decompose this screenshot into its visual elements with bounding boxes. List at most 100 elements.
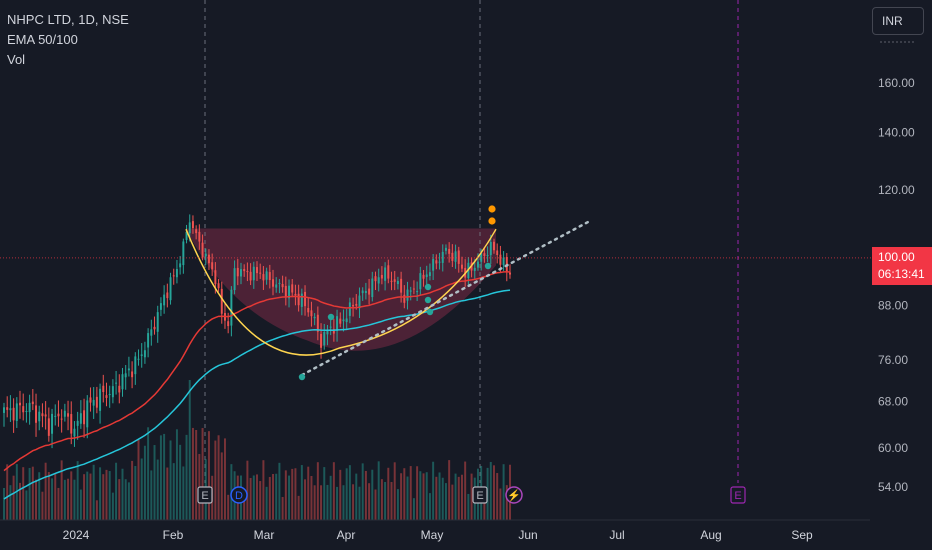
candle-body xyxy=(278,282,281,284)
volume-bar xyxy=(380,479,383,520)
candle-body xyxy=(259,272,262,274)
symbol-title[interactable]: NHPC LTD, 1D, NSE xyxy=(7,12,129,27)
volume-bar xyxy=(345,468,348,520)
volume-bar xyxy=(284,470,287,520)
signal-dot xyxy=(488,205,496,213)
candle-body xyxy=(361,290,364,294)
x-tick-label: Feb xyxy=(163,528,184,542)
volume-bar xyxy=(191,427,194,520)
candle-body xyxy=(92,399,95,406)
y-tick-label: 54.00 xyxy=(878,480,908,494)
volume-bar xyxy=(464,461,467,520)
volume-bar xyxy=(185,434,188,520)
volume-bar xyxy=(172,463,175,520)
volume-bar xyxy=(294,468,297,520)
candle-body xyxy=(159,303,162,310)
volume-bar xyxy=(499,488,502,520)
candle-body xyxy=(304,291,307,307)
volume-bar xyxy=(448,460,451,520)
volume-bar xyxy=(220,452,223,520)
candle-body xyxy=(217,283,220,289)
candle-body xyxy=(99,388,102,411)
y-tick-label: 160.00 xyxy=(878,76,915,90)
candle-body xyxy=(390,280,393,282)
candle-body xyxy=(44,414,47,417)
earnings-marker xyxy=(472,486,488,504)
volume-bar xyxy=(348,465,351,520)
volume-bar xyxy=(6,464,9,520)
volume-bar xyxy=(441,477,444,520)
candle-body xyxy=(150,329,153,336)
y-tick-label: 60.00 xyxy=(878,441,908,455)
candle-body xyxy=(416,291,419,293)
volume-bar xyxy=(195,430,198,520)
volume-bar xyxy=(35,479,38,520)
candle-body xyxy=(118,385,121,393)
volume-bar xyxy=(502,464,505,520)
candle-body xyxy=(460,264,463,269)
candle-body xyxy=(70,414,73,434)
volume-bar xyxy=(483,492,486,520)
candle-body xyxy=(86,400,89,428)
volume-bar xyxy=(288,475,291,520)
candle-body xyxy=(387,265,390,279)
candle-body xyxy=(22,406,25,413)
candle-body xyxy=(246,271,249,273)
volume-bar xyxy=(76,461,79,520)
candle-body xyxy=(486,255,489,257)
candle-body xyxy=(432,258,435,271)
volume-bar xyxy=(460,474,463,520)
split-marker-label: ⚡ xyxy=(507,489,521,502)
candle-body xyxy=(47,418,50,436)
volume-bar xyxy=(83,474,86,520)
earnings-upcoming-marker-label: E xyxy=(734,490,741,502)
candle-body xyxy=(60,418,63,420)
candle-body xyxy=(473,267,476,271)
candle-body xyxy=(300,293,303,307)
volume-bar xyxy=(332,462,335,520)
candle-body xyxy=(396,280,399,285)
volume-bar xyxy=(329,475,332,520)
candle-body xyxy=(256,267,258,274)
volume-bar xyxy=(316,462,319,520)
volume-bar xyxy=(320,485,323,520)
candle-body xyxy=(191,221,194,229)
volume-label[interactable]: Vol xyxy=(7,52,26,67)
volume-bar xyxy=(262,460,265,520)
trendline xyxy=(300,220,590,377)
volume-bar xyxy=(358,486,361,520)
candle-body xyxy=(73,428,76,437)
indicator-label[interactable]: EMA 50/100 xyxy=(7,32,78,47)
volume-bar xyxy=(12,475,15,520)
volume-bar xyxy=(159,435,162,520)
candle-body xyxy=(127,368,130,371)
volume-bar xyxy=(390,481,393,520)
currency-button[interactable]: INR xyxy=(872,7,924,35)
x-tick-label: Aug xyxy=(700,528,721,542)
candle-body xyxy=(111,386,114,398)
x-tick-label: Jun xyxy=(518,528,537,542)
volume-bar xyxy=(323,467,326,520)
candle-body xyxy=(153,326,156,330)
volume-bar xyxy=(131,460,134,520)
candle-body xyxy=(419,273,422,290)
candle-body xyxy=(355,303,358,306)
candle-body xyxy=(374,276,377,282)
volume-bar xyxy=(454,473,457,520)
axes: 160.00 140.00 120.00 88.00 76.00 68.00 60.00 54… xyxy=(0,41,915,542)
candle-body xyxy=(227,321,230,327)
volume-bar xyxy=(496,473,499,520)
signal-dot xyxy=(424,283,432,291)
candle-body xyxy=(342,319,345,322)
candle-body xyxy=(207,254,210,264)
candle-body xyxy=(188,222,191,234)
volume-bar xyxy=(134,466,137,520)
candle-body xyxy=(243,269,246,272)
volume-bar xyxy=(275,473,278,520)
candle-body xyxy=(403,294,406,303)
volume-bar xyxy=(19,482,21,520)
vertical-markers xyxy=(204,0,739,483)
candle-body xyxy=(252,266,255,281)
volume-bar xyxy=(182,466,185,520)
